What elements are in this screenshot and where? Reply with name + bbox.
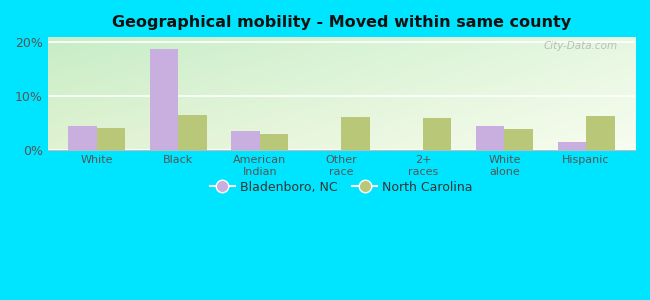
Bar (341, 117, 370, 150)
Bar (586, 116, 615, 150)
Bar (423, 118, 452, 150)
Bar (504, 129, 533, 150)
Bar (150, 49, 178, 150)
Bar (558, 142, 586, 150)
Bar (260, 134, 289, 150)
Bar (231, 131, 260, 150)
Bar (97, 128, 125, 150)
Bar (476, 126, 504, 150)
Bar (178, 115, 207, 150)
Legend: Bladenboro, NC, North Carolina: Bladenboro, NC, North Carolina (205, 176, 478, 199)
Title: Geographical mobility - Moved within same county: Geographical mobility - Moved within sam… (112, 15, 571, 30)
Bar (68, 126, 97, 150)
Text: City-Data.com: City-Data.com (543, 41, 618, 51)
